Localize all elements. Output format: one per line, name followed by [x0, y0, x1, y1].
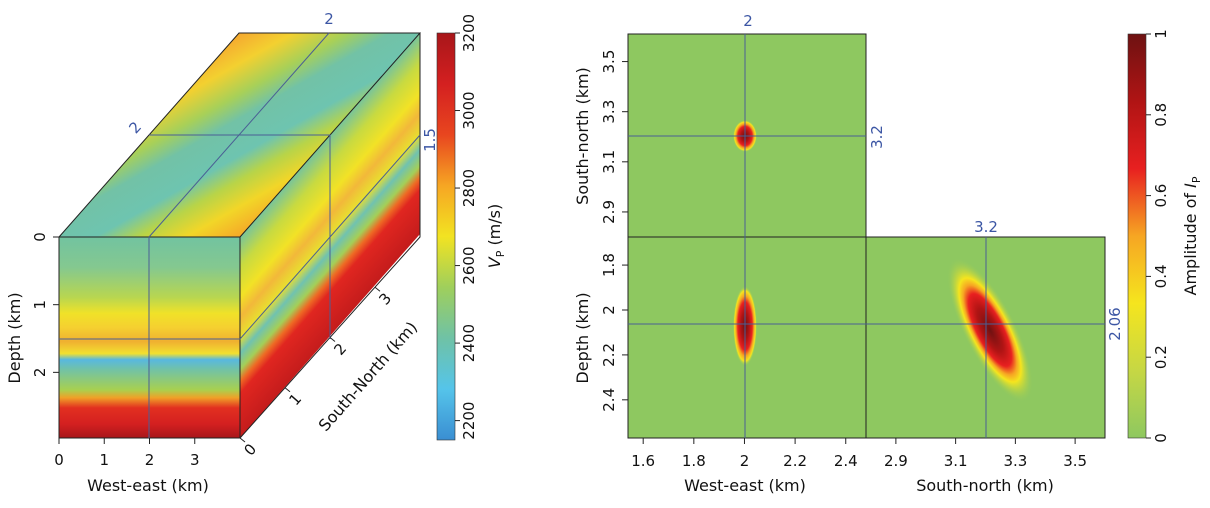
bottom-right-xtick-label: 2.9: [884, 452, 908, 470]
velocity-colorbar-tick-label: 3000: [460, 91, 478, 129]
bottom-right-xlabel: South-north (km): [916, 476, 1054, 495]
amplitude-colorbar-tick-label: 0: [1152, 433, 1170, 443]
crosshair-label-south-north-top: 3.2: [974, 218, 998, 236]
bottom-left-ylabel: Depth (km): [573, 292, 592, 383]
bottom-left-xlabel: West-east (km): [684, 476, 806, 495]
depth-tick-label: 0: [31, 232, 49, 242]
slice-label-south-north: 2: [125, 118, 145, 137]
amplitude-slices: 2 3.2 3.2 2.06 2.9 3.1 3.3 3.5 1.8 2 2.2 2.4 1.6…: [573, 12, 1203, 495]
crosshair-south-north: [628, 135, 987, 438]
west-east-tick-label: 3: [190, 451, 200, 469]
velocity-colorbar: [436, 32, 456, 441]
south-north-tick: [374, 286, 381, 292]
amplitude-colorbar-title: Amplitude of IP: [1181, 176, 1203, 295]
amplitude-colorbar-tick-label: 0.6: [1152, 184, 1170, 208]
bottom-left-ytick-label: 2.4: [600, 388, 618, 412]
west-east-axis-title: West-east (km): [87, 476, 209, 495]
top-left-ytick-label: 3.5: [600, 50, 618, 74]
velocity-colorbar-tick-label: 2600: [460, 246, 478, 284]
slice-label-west-east: 2: [324, 10, 334, 28]
crosshair-label-depth: 2.06: [1106, 307, 1124, 340]
slice-line-south-north: [149, 134, 331, 339]
bottom-left-xtick-label: 2.2: [783, 452, 807, 470]
bottom-left-xtick-label: 1.6: [631, 452, 655, 470]
velocity-colorbar-tick-label: 2800: [460, 169, 478, 207]
slice-label-depth: 1.5: [421, 128, 439, 152]
velocity-cube: 2 2 1.5 0 1 2 0 1 2 3 0 1 2 3 Depth (km) West-east…: [5, 10, 507, 495]
top-left-ytick-label: 3.3: [600, 100, 618, 124]
top-left-ylabel: South-north (km): [573, 67, 592, 205]
velocity-colorbar-tick-label: 3200: [460, 14, 478, 52]
bottom-left-xtick-label: 2: [740, 452, 750, 470]
west-east-tick-label: 1: [99, 451, 109, 469]
velocity-colorbar-title: VP (m/s): [485, 204, 507, 268]
bottom-left-xtick-label: 1.8: [682, 452, 706, 470]
south-north-tick-label: 2: [330, 340, 350, 359]
amplitude-colorbar: [1127, 33, 1147, 439]
south-north-tick: [329, 337, 336, 342]
amplitude-colorbar-tick-label: 0.2: [1152, 345, 1170, 369]
depth-tick-label: 1: [31, 300, 49, 310]
top-left-ytick-label: 2.9: [600, 200, 618, 224]
bottom-left-ytick-label: 2.2: [600, 343, 618, 367]
bottom-right-xtick-label: 3.3: [1003, 452, 1027, 470]
top-left-ytick-label: 3.1: [600, 150, 618, 174]
bottom-left-xtick-label: 2.4: [834, 452, 858, 470]
velocity-colorbar-tick-label: 2400: [460, 324, 478, 362]
south-north-tick: [239, 437, 246, 443]
west-east-tick-label: 2: [145, 451, 155, 469]
crosshair-label-south-north-side: 3.2: [868, 125, 886, 149]
south-north-tick-label: 3: [375, 289, 395, 308]
depth-tick-label: 2: [31, 368, 49, 378]
amplitude-colorbar-tick-label: 1: [1152, 29, 1170, 39]
peak-bottom-right: [946, 257, 1034, 403]
bottom-left-ytick-label: 1.8: [600, 253, 618, 277]
south-north-tick-label: 1: [285, 390, 305, 409]
bottom-right-xtick-label: 3.5: [1063, 452, 1087, 470]
west-east-tick-label: 0: [54, 451, 64, 469]
bottom-left-ytick-label: 2: [600, 305, 618, 315]
south-north-axis-title: South-North (km): [315, 318, 421, 435]
south-north-tick-label: 0: [240, 440, 260, 459]
velocity-colorbar-tick-label: 2200: [460, 402, 478, 440]
amplitude-colorbar-tick-label: 0.4: [1152, 264, 1170, 288]
slice-line-depth: [59, 134, 421, 340]
depth-axis-title: Depth (km): [5, 292, 24, 383]
crosshair-label-west-east: 2: [743, 12, 753, 30]
south-north-tick: [284, 387, 291, 393]
amplitude-colorbar-tick-label: 0.8: [1152, 103, 1170, 127]
bottom-right-xtick-label: 3.1: [944, 452, 968, 470]
